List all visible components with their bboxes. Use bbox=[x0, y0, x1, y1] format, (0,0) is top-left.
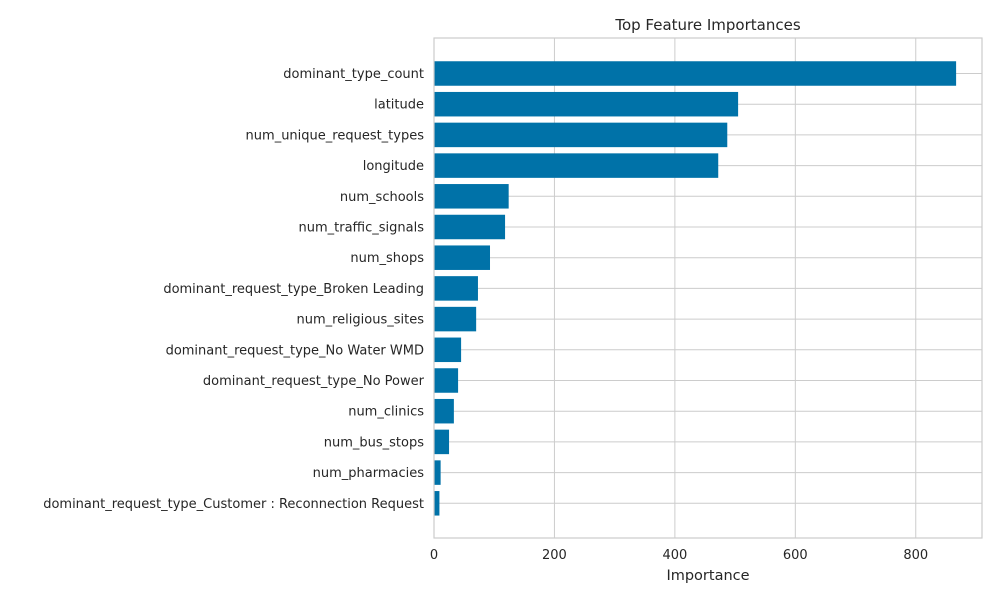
bar bbox=[434, 337, 462, 363]
category-label: dominant_type_count bbox=[283, 67, 424, 82]
category-label: num_traffic_signals bbox=[299, 221, 425, 236]
x-tick-label: 600 bbox=[783, 548, 808, 563]
bars bbox=[434, 61, 957, 516]
category-label: num_shops bbox=[350, 251, 424, 266]
category-label: num_bus_stops bbox=[324, 435, 424, 450]
category-label: latitude bbox=[374, 98, 424, 113]
category-label: num_unique_request_types bbox=[246, 128, 425, 143]
category-label: num_clinics bbox=[348, 405, 424, 420]
x-tick-label: 400 bbox=[662, 548, 687, 563]
bar bbox=[434, 306, 477, 332]
bar bbox=[434, 398, 454, 424]
bar bbox=[434, 214, 506, 240]
bar bbox=[434, 184, 509, 209]
category-label: num_schools bbox=[340, 190, 424, 205]
bar bbox=[434, 429, 450, 455]
chart-title: Top Feature Importances bbox=[614, 16, 800, 34]
plot-border bbox=[433, 37, 983, 539]
category-label: dominant_request_type_No Water WMD bbox=[166, 343, 424, 358]
bar bbox=[434, 491, 440, 516]
category-label: longitude bbox=[363, 159, 424, 174]
category-label: num_religious_sites bbox=[296, 313, 424, 328]
x-tick-labels: 0 200 400 600 800 bbox=[430, 548, 928, 563]
bar bbox=[434, 153, 719, 178]
category-labels: dominant_type_count latitude num_unique_re… bbox=[43, 67, 424, 512]
category-label: dominant_request_type_Customer : Reconne… bbox=[43, 497, 424, 512]
category-label: num_pharmacies bbox=[313, 466, 425, 481]
x-axis-title: Importance bbox=[666, 568, 749, 584]
bar bbox=[434, 276, 478, 301]
category-label: dominant_request_type_No Power bbox=[203, 374, 425, 389]
bar bbox=[434, 91, 739, 117]
x-tick-label: 200 bbox=[542, 548, 567, 563]
x-tick-label: 0 bbox=[430, 548, 438, 563]
bar bbox=[434, 460, 441, 485]
category-label: dominant_request_type_Broken Leading bbox=[163, 282, 424, 297]
bar bbox=[434, 368, 459, 393]
bar bbox=[434, 245, 491, 270]
x-tick-label: 800 bbox=[903, 548, 928, 563]
bar bbox=[434, 61, 957, 86]
bar bbox=[434, 122, 728, 148]
plot-frame bbox=[433, 37, 983, 539]
